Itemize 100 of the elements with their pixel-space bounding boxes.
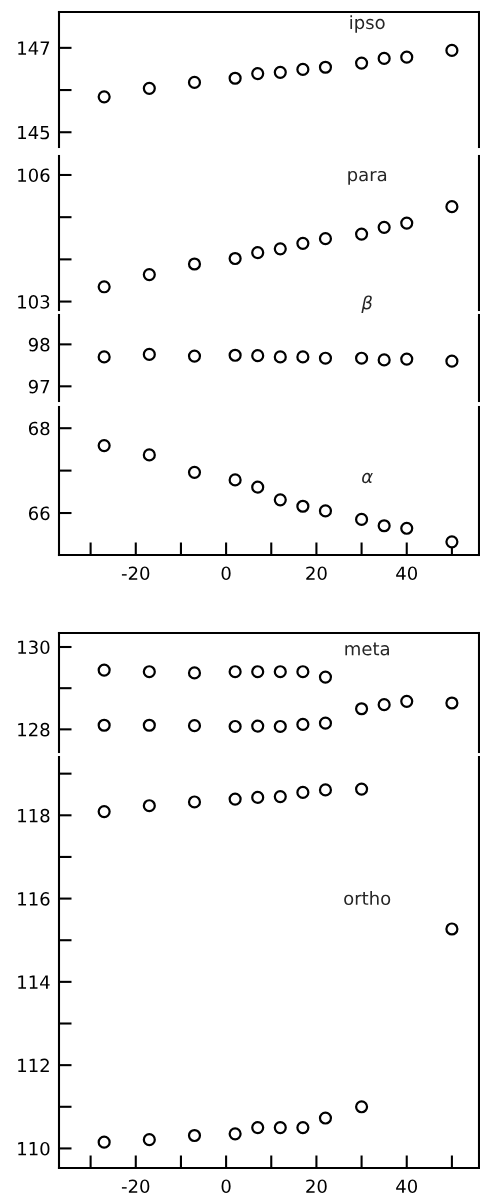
point: [400, 216, 414, 230]
point: [273, 1121, 287, 1135]
point: [142, 1133, 156, 1147]
point: [273, 242, 287, 256]
point: [228, 792, 242, 806]
point: [251, 1121, 265, 1135]
point: [251, 349, 265, 363]
point: [318, 60, 333, 74]
point: [228, 665, 242, 679]
point: [318, 783, 333, 797]
point: [296, 1121, 310, 1135]
x-tick-label: 20: [306, 1179, 327, 1194]
point: [142, 81, 156, 95]
y-tick-label: 118: [18, 808, 50, 823]
point: [97, 1135, 111, 1149]
y-tick-label: 116: [18, 892, 50, 906]
point: [142, 448, 156, 462]
text: para: [348, 170, 387, 185]
point: [318, 351, 333, 365]
y-tick-label: 128: [18, 722, 50, 737]
point: [228, 71, 242, 85]
text: β: [361, 295, 372, 313]
y-tick-label: 103: [18, 295, 50, 309]
point: [445, 696, 459, 710]
point: [187, 349, 202, 363]
point: [445, 922, 459, 936]
point: [97, 804, 111, 819]
point: [142, 347, 156, 362]
point: [187, 666, 202, 680]
point: [251, 246, 265, 260]
point: [187, 1128, 202, 1143]
text: meta: [345, 642, 389, 656]
y-tick-label: 112: [18, 1058, 49, 1073]
point: [318, 670, 333, 684]
y-tick-label: 147: [18, 41, 50, 55]
point: [228, 1127, 242, 1141]
point: [377, 51, 391, 65]
text: ortho: [344, 891, 391, 906]
point: [187, 257, 202, 271]
point: [296, 236, 310, 250]
point: [251, 480, 265, 494]
y-tick-label: 66: [28, 506, 50, 521]
point: [228, 473, 242, 487]
point: [142, 799, 156, 813]
point: [251, 67, 265, 81]
point: [97, 439, 111, 453]
point: [318, 1111, 333, 1125]
point: [228, 251, 242, 266]
point: [445, 535, 459, 549]
point: [377, 353, 391, 367]
point: [142, 267, 156, 282]
point: [296, 350, 310, 364]
point: [273, 719, 287, 734]
point: [318, 504, 333, 518]
y-tick-label: 97: [28, 379, 50, 394]
y-tick-label: 145: [18, 125, 50, 140]
point: [97, 718, 111, 732]
y-tick-label: 98: [28, 337, 50, 352]
x-tick-label: -20: [121, 1179, 150, 1194]
point: [445, 200, 459, 214]
point: [400, 521, 414, 535]
y-tick-label: 68: [28, 421, 50, 436]
point: [251, 790, 265, 804]
point: [377, 220, 391, 234]
point: [296, 785, 310, 799]
y-tick-label: 110: [18, 1141, 50, 1156]
point: [445, 43, 459, 57]
point: [187, 75, 202, 90]
point: [273, 789, 287, 804]
series-label: α: [362, 472, 373, 484]
point: [273, 350, 287, 364]
x-tick-label: 0: [221, 1179, 231, 1194]
x-tick-label: -20: [121, 566, 150, 581]
point: [187, 795, 202, 809]
point: [296, 717, 310, 731]
point: [142, 718, 156, 732]
point: [251, 665, 265, 679]
y-tick-label: 130: [18, 640, 50, 655]
point: [377, 519, 391, 533]
y-tick-label: 106: [18, 168, 50, 183]
point: [187, 465, 202, 479]
point: [228, 719, 242, 734]
point: [97, 280, 111, 294]
point: [400, 352, 414, 366]
y-tick-label: 114: [18, 975, 50, 989]
x-tick-label: 20: [306, 566, 327, 581]
point: [273, 665, 287, 679]
series-label: ipso: [350, 15, 385, 33]
x-tick-label: 40: [396, 566, 418, 581]
point: [97, 350, 111, 364]
point: [355, 351, 369, 365]
point: [400, 694, 414, 708]
point: [318, 716, 333, 730]
x-tick-label: 40: [396, 1179, 418, 1194]
point: [251, 719, 265, 733]
point: [273, 65, 287, 79]
point: [355, 1100, 369, 1114]
point: [355, 56, 369, 70]
point: [355, 227, 369, 241]
point: [296, 665, 310, 679]
